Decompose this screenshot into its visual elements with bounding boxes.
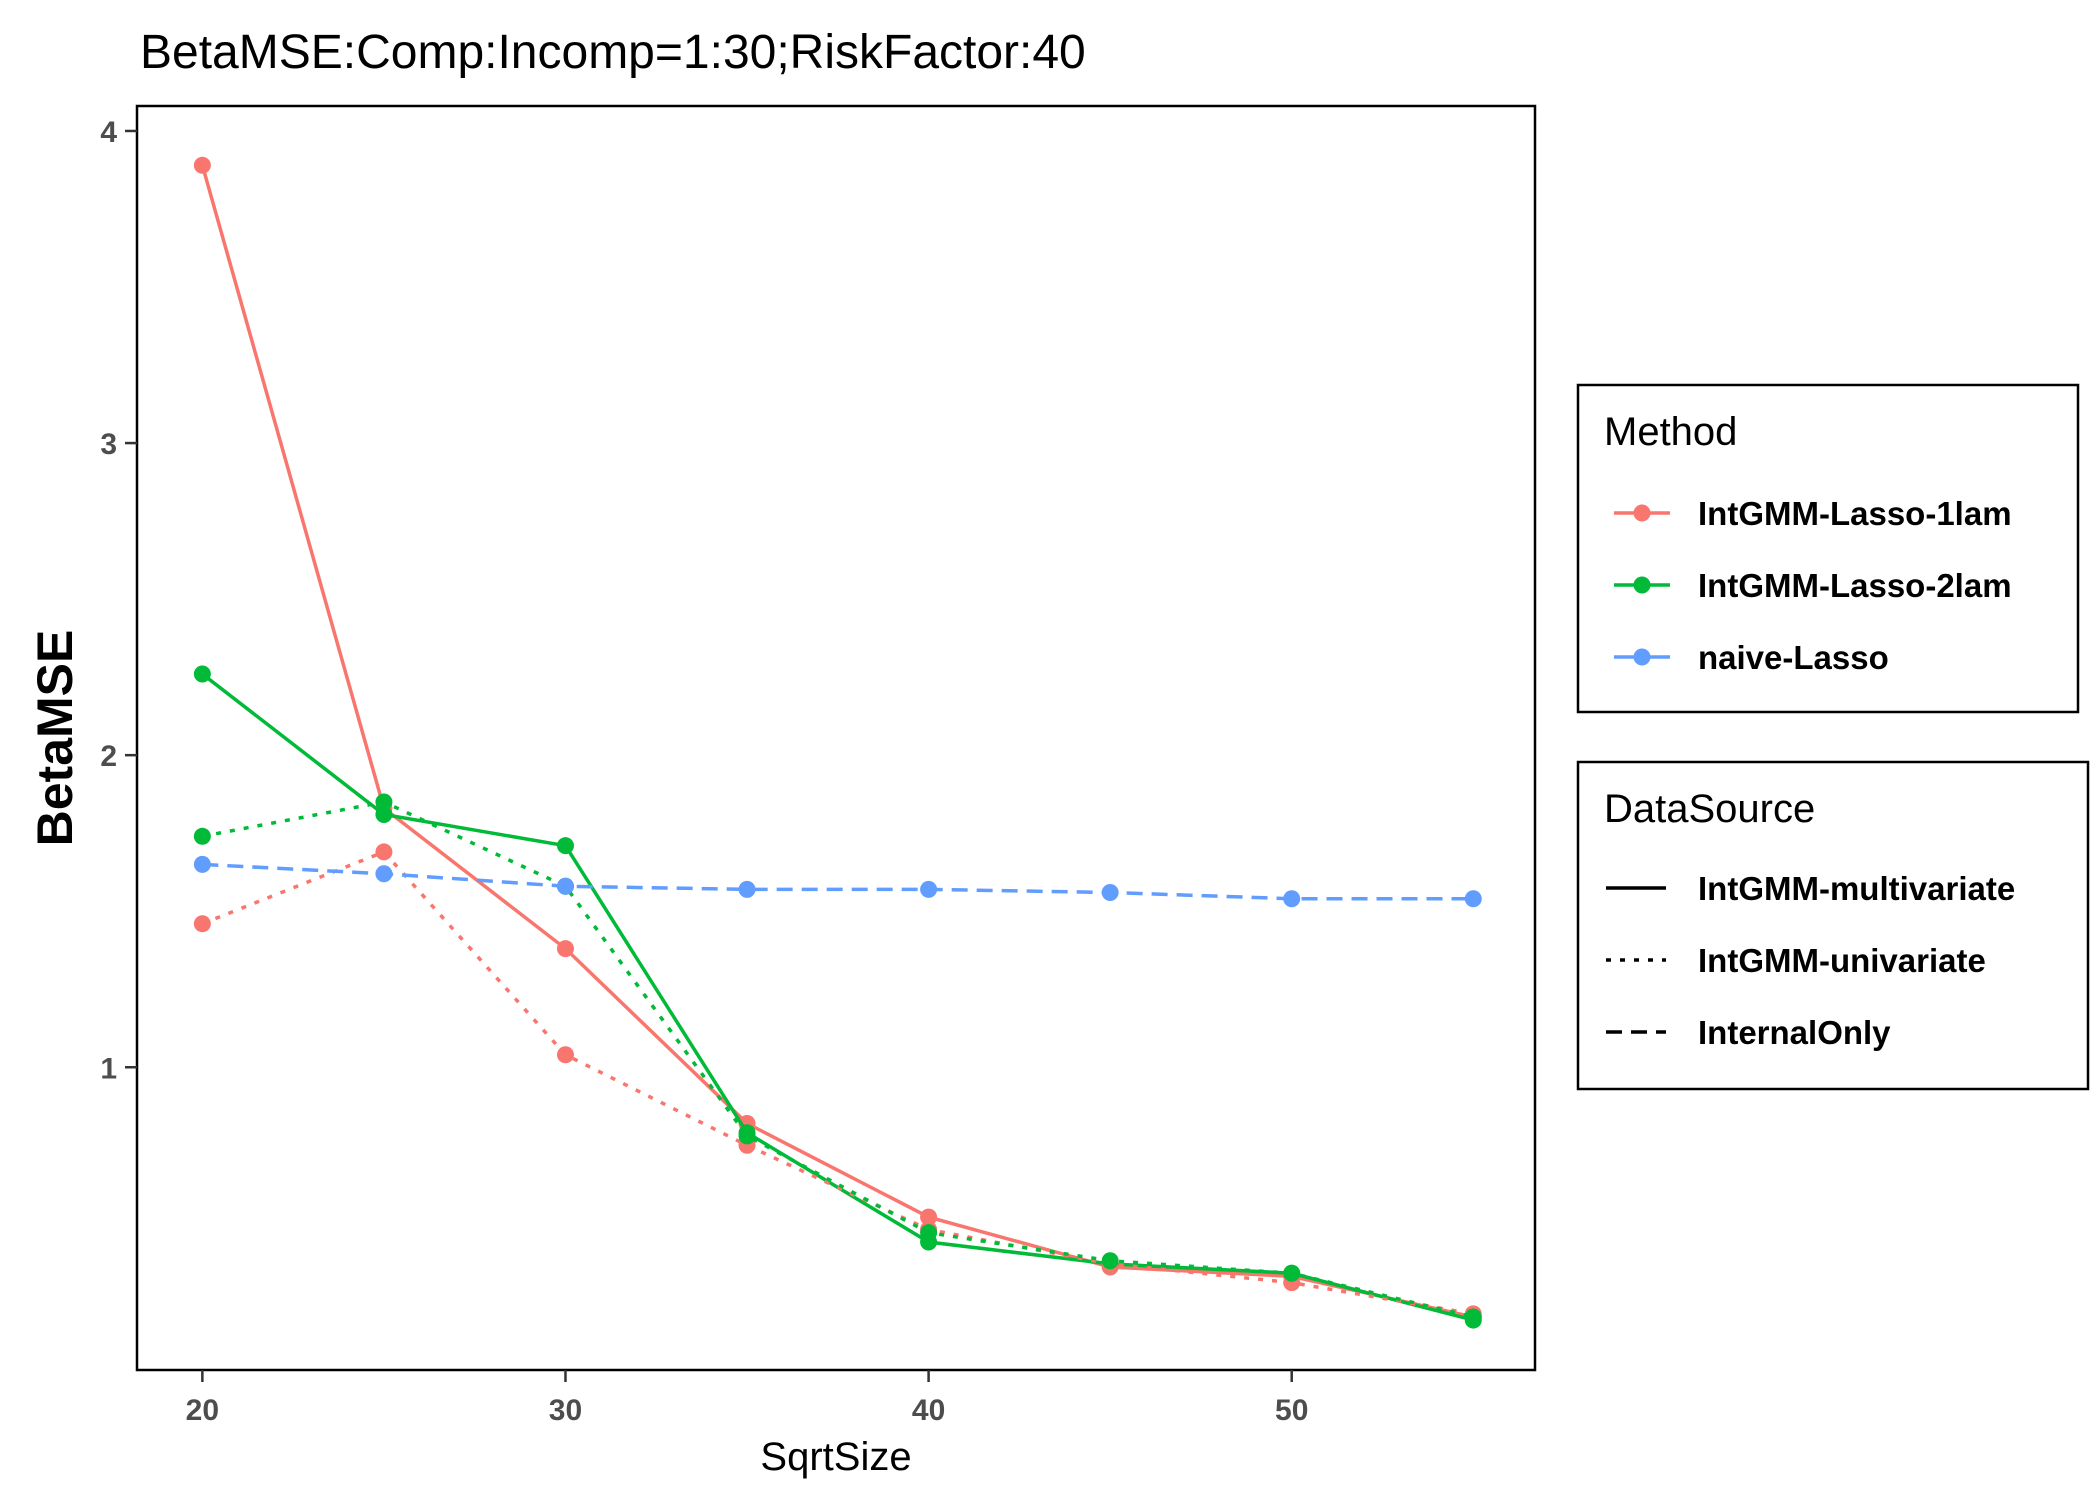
y-tick-label: 1: [100, 1052, 117, 1085]
legend-label: naive-Lasso: [1698, 639, 1889, 676]
y-tick-label: 3: [100, 428, 117, 461]
data-point: [193, 855, 211, 873]
data-point: [375, 843, 393, 861]
data-point: [375, 793, 393, 811]
series-line: [202, 862, 1474, 901]
data-point: [738, 880, 756, 898]
legend-source-box: [1576, 760, 2090, 1091]
legend-method: Method IntGMM-Lasso-1lam IntGMM-Lasso-2la…: [1576, 383, 2080, 714]
plot-panel: [135, 104, 1537, 1372]
series-line: [202, 800, 1474, 1319]
data-point: [375, 865, 393, 883]
data-point: [1464, 1308, 1482, 1326]
legend-source: DataSource IntGMM-multivariate IntGMM-uni…: [1576, 760, 2090, 1091]
x-tick-label: 20: [186, 1394, 219, 1427]
legend-label: IntGMM-Lasso-1lam: [1698, 495, 2012, 532]
data-point: [556, 1046, 574, 1064]
data-point: [1283, 890, 1301, 908]
legend-label: IntGMM-Lasso-2lam: [1698, 567, 2012, 604]
legend-method-items: IntGMM-Lasso-1lam IntGMM-Lasso-2lam naive-…: [1614, 495, 2012, 676]
data-point: [1283, 1264, 1301, 1282]
legend-key-point: [1633, 576, 1651, 594]
series-line: [201, 849, 1474, 1316]
data-point: [556, 877, 574, 895]
legend-method-title: Method: [1604, 410, 1737, 454]
x-axis: 20 30 40 50: [186, 1370, 1308, 1427]
data-point: [193, 827, 211, 845]
data-point: [920, 1224, 938, 1242]
chart-title: BetaMSE:Comp:Incomp=1:30;RiskFactor:40: [140, 26, 1086, 79]
data-point: [1464, 890, 1482, 908]
data-point: [738, 1127, 756, 1145]
data-point: [193, 156, 211, 174]
legend-label: InternalOnly: [1698, 1014, 1891, 1051]
y-axis: 1 2 3 4: [100, 116, 137, 1085]
y-tick-label: 2: [100, 740, 117, 773]
data-point: [920, 880, 938, 898]
legend-label: IntGMM-multivariate: [1698, 870, 2015, 907]
x-axis-title: SqrtSize: [760, 1435, 911, 1479]
x-tick-label: 40: [912, 1394, 945, 1427]
data-point: [1101, 883, 1119, 901]
data-point: [920, 1208, 938, 1226]
y-axis-title: BetaMSE: [27, 630, 83, 847]
x-tick-label: 50: [1275, 1394, 1308, 1427]
legend-key-point: [1633, 648, 1651, 666]
x-tick-label: 30: [549, 1394, 582, 1427]
legend-source-items: IntGMM-multivariate IntGMM-univariate Inte…: [1606, 870, 2015, 1051]
data-point: [193, 665, 211, 683]
data-point: [556, 837, 574, 855]
legend-key-point: [1633, 504, 1651, 522]
data-point: [556, 940, 574, 958]
legend-label: IntGMM-univariate: [1698, 942, 1986, 979]
y-tick-label: 4: [100, 116, 117, 149]
data-point: [193, 915, 211, 933]
series-layer: [193, 156, 1482, 1329]
series-line: [200, 164, 1474, 1319]
data-point: [375, 805, 393, 823]
legend-source-title: DataSource: [1604, 787, 1815, 831]
data-point: [1101, 1252, 1119, 1270]
